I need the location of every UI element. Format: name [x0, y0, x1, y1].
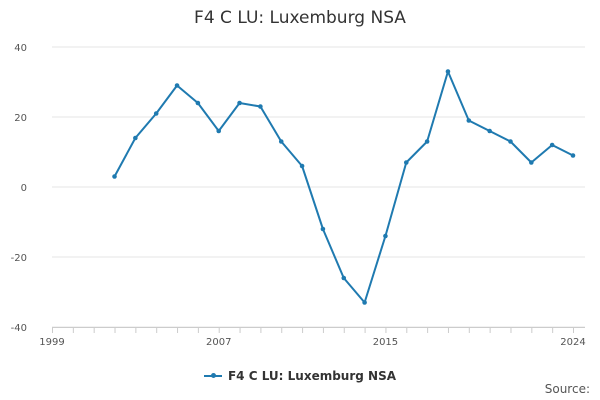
- data-point: [258, 104, 263, 109]
- x-axis: 1999 2007 2015 2024: [39, 327, 586, 348]
- data-point: [320, 226, 326, 232]
- series-layer: [112, 69, 576, 305]
- data-point: [341, 275, 347, 281]
- y-axis: 40 20 0 -20 -40: [11, 43, 27, 334]
- x-tick-label: 2007: [206, 337, 231, 348]
- x-tick-label: 2024: [560, 337, 585, 348]
- data-point: [487, 128, 492, 134]
- data-point: [216, 128, 222, 134]
- data-point: [299, 163, 305, 169]
- x-tick-label: 1999: [39, 337, 64, 348]
- data-point: [153, 111, 159, 116]
- data-point: [133, 135, 138, 141]
- y-tick-label: 20: [14, 113, 27, 124]
- data-point: [237, 100, 242, 106]
- legend-line-icon: [203, 373, 222, 378]
- y-tick-label: 0: [21, 183, 27, 194]
- data-point: [424, 139, 430, 144]
- data-point: [362, 300, 367, 305]
- grid-lines: [52, 46, 585, 328]
- data-point: [195, 100, 201, 106]
- data-point: [112, 174, 117, 179]
- data-point: [403, 160, 409, 165]
- data-point: [549, 142, 555, 148]
- x-tick-label: 2015: [373, 337, 398, 348]
- legend[interactable]: F4 C LU: Luxemburg NSA: [0, 366, 600, 383]
- data-point: [174, 83, 180, 88]
- data-point: [278, 139, 284, 144]
- source-label: Source:: [544, 382, 590, 396]
- legend-label: F4 C LU: Luxemburg NSA: [227, 369, 396, 383]
- data-point: [466, 118, 472, 123]
- data-point: [445, 69, 451, 74]
- chart-title: F4 C LU: Luxemburg NSA: [194, 8, 406, 28]
- data-point: [570, 153, 576, 158]
- data-point: [383, 233, 388, 239]
- y-tick-label: -40: [11, 323, 27, 334]
- data-point: [529, 160, 534, 165]
- y-tick-label: 40: [14, 43, 27, 54]
- y-tick-label: -20: [11, 253, 27, 264]
- data-point: [508, 139, 513, 144]
